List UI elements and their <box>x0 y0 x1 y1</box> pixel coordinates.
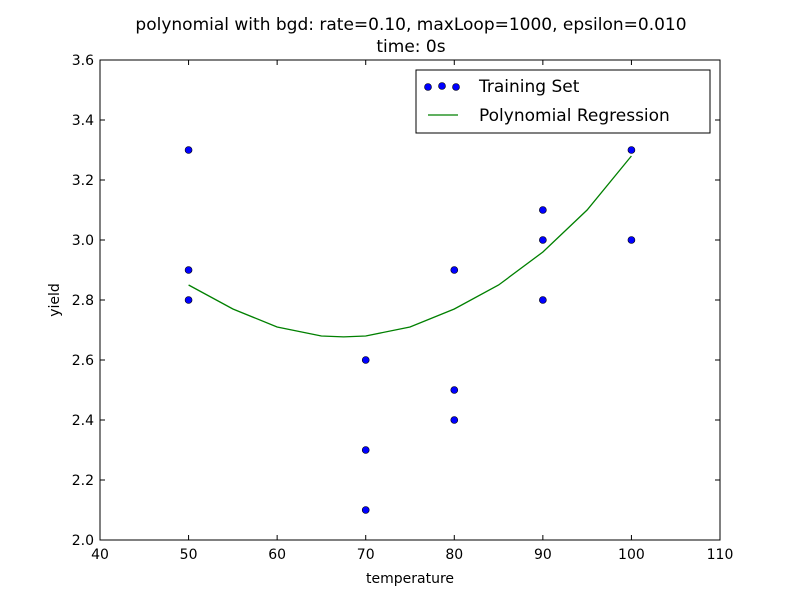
x-tick-label: 50 <box>180 547 198 563</box>
training-point <box>450 386 459 394</box>
x-tick-label: 40 <box>91 547 109 563</box>
x-axis-label: temperature <box>366 571 454 587</box>
x-tick-label: 90 <box>534 547 552 563</box>
legend-scatter-marker <box>424 83 432 91</box>
x-tick-label: 60 <box>268 547 286 563</box>
y-axis: 2.0 2.2 2.4 2.6 2.8 3.0 3.2 3.4 3.6 <box>72 53 720 549</box>
regression-series <box>188 155 632 338</box>
x-tick-label: 100 <box>618 547 645 563</box>
plot-area <box>99 59 721 541</box>
legend-frame <box>415 69 711 134</box>
training-point <box>184 296 193 304</box>
training-point <box>539 296 547 304</box>
x-axis: 40 50 60 70 80 90 100 110 <box>91 60 733 563</box>
y-tick-label: 3.4 <box>72 113 94 129</box>
legend-scatter-marker <box>438 82 446 90</box>
training-point <box>361 446 370 454</box>
y-tick-label: 3.0 <box>72 233 94 249</box>
legend-scatter-marker <box>452 83 460 91</box>
training-point <box>450 416 459 424</box>
y-tick-label: 2.4 <box>72 413 94 429</box>
y-tick-label: 2.0 <box>72 533 94 549</box>
training-point <box>539 206 547 214</box>
x-tick-label: 70 <box>357 547 375 563</box>
training-point <box>361 356 370 364</box>
y-tick-label: 2.2 <box>72 473 94 489</box>
x-tick-label: 110 <box>707 547 734 563</box>
training-set-series <box>184 146 636 514</box>
chart-subtitle: time: 0s <box>376 37 445 57</box>
y-tick-label: 2.6 <box>72 353 94 369</box>
legend-training-set-label: Training Set <box>478 77 580 97</box>
y-tick-label: 2.8 <box>72 293 94 309</box>
training-point <box>627 146 636 154</box>
training-point <box>539 236 547 244</box>
y-tick-label: 3.6 <box>72 53 94 69</box>
training-point <box>184 146 193 154</box>
training-point <box>627 236 636 244</box>
training-point <box>184 266 193 274</box>
x-tick-label: 80 <box>445 547 463 563</box>
y-tick-label: 3.2 <box>72 173 94 189</box>
chart-title: polynomial with bgd: rate=0.10, maxLoop=… <box>135 15 686 35</box>
plot-frame <box>99 59 721 541</box>
y-axis-label: yield <box>47 283 63 317</box>
training-point <box>361 506 370 514</box>
legend: Training Set Polynomial Regression <box>415 69 711 134</box>
training-point <box>450 266 459 274</box>
regression-line <box>188 155 632 338</box>
legend-regression-label: Polynomial Regression <box>479 106 670 126</box>
